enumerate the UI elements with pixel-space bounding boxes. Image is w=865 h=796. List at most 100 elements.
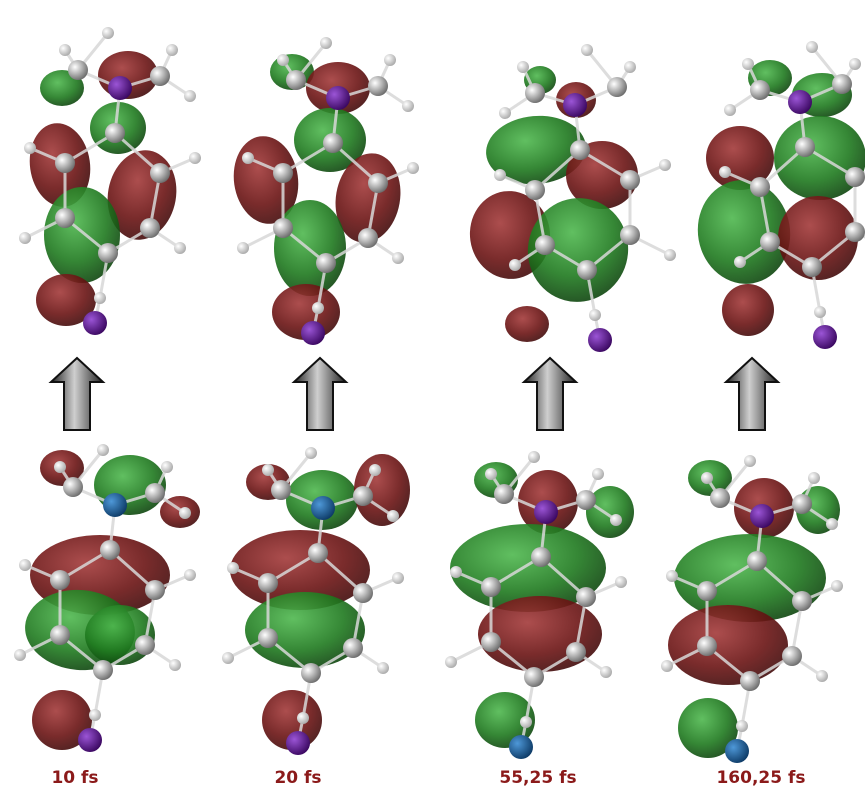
heavy-atom	[588, 328, 612, 352]
heavy-atom	[83, 311, 107, 335]
carbon-atom	[273, 163, 293, 183]
carbon-atom	[576, 587, 596, 607]
carbon-atom	[792, 494, 812, 514]
bond	[540, 555, 587, 599]
up-arrow-2	[291, 356, 349, 431]
hydrogen-atom	[499, 107, 511, 119]
hydrogen-atom	[402, 100, 414, 112]
carbon-atom	[747, 551, 767, 571]
carbon-atom	[524, 667, 544, 687]
green-lobe	[678, 698, 738, 758]
carbon-atom	[792, 591, 812, 611]
carbon-atom	[740, 671, 760, 691]
carbon-atom	[358, 228, 378, 248]
orbital-panel-bottom-4	[661, 455, 843, 763]
carbon-atom	[308, 543, 328, 563]
green-lobe	[44, 187, 120, 283]
hydrogen-atom	[222, 652, 234, 664]
hydrogen-atom	[54, 461, 66, 473]
green-lobe	[774, 116, 865, 200]
red-lobe	[354, 454, 410, 526]
carbon-atom	[531, 547, 551, 567]
carbon-atom	[271, 480, 291, 500]
carbon-atom	[135, 635, 155, 655]
hydrogen-atom	[179, 507, 191, 519]
hydrogen-atom	[320, 37, 332, 49]
hydrogen-atom	[297, 712, 309, 724]
hydrogen-atom	[724, 104, 736, 116]
carbon-atom	[607, 77, 627, 97]
carbon-atom	[273, 218, 293, 238]
heavy-atom	[78, 728, 102, 752]
carbon-atom	[55, 208, 75, 228]
hydrogen-atom	[277, 54, 289, 66]
red-lobe	[668, 605, 788, 685]
carbon-atom	[782, 646, 802, 666]
bond	[332, 141, 379, 185]
hydrogen-atom	[610, 514, 622, 526]
up-arrow-1	[48, 356, 106, 431]
orbital-panel-top-3	[469, 44, 676, 352]
hydrogen-atom	[89, 709, 101, 721]
carbon-atom	[481, 632, 501, 652]
red-lobe	[722, 284, 774, 336]
hydrogen-atom	[808, 472, 820, 484]
bond	[756, 559, 803, 603]
bond	[109, 548, 156, 592]
carbon-atom	[145, 483, 165, 503]
carbon-atom	[481, 577, 501, 597]
green-lobe	[245, 592, 365, 668]
carbon-atom	[697, 581, 717, 601]
hydrogen-atom	[615, 576, 627, 588]
green-lobe	[674, 534, 826, 622]
orbital-panel-bottom-1	[14, 444, 200, 752]
carbon-atom	[286, 70, 306, 90]
hydrogen-atom	[387, 510, 399, 522]
carbon-atom	[353, 583, 373, 603]
hydrogen-atom	[592, 468, 604, 480]
carbon-atom	[301, 663, 321, 683]
heavy-atom	[108, 76, 132, 100]
carbon-atom	[140, 218, 160, 238]
up-arrow-4	[723, 356, 781, 431]
heavy-atom	[103, 493, 127, 517]
carbon-atom	[525, 83, 545, 103]
carbon-atom	[105, 123, 125, 143]
up-arrow-3	[521, 356, 579, 431]
green-lobe	[85, 605, 155, 665]
time-label-2: 20 fs	[274, 768, 322, 788]
hydrogen-atom	[14, 649, 26, 661]
hydrogen-atom	[19, 232, 31, 244]
hydrogen-atom	[227, 562, 239, 574]
hydrogen-atom	[161, 461, 173, 473]
orbital-panel-bottom-3	[445, 451, 634, 759]
carbon-atom	[750, 177, 770, 197]
hydrogen-atom	[826, 518, 838, 530]
hydrogen-atom	[24, 142, 36, 154]
hydrogen-atom	[166, 44, 178, 56]
hydrogen-atom	[377, 662, 389, 674]
carbon-atom	[577, 260, 597, 280]
red-lobe	[262, 690, 322, 750]
carbon-atom	[150, 163, 170, 183]
hydrogen-atom	[814, 306, 826, 318]
hydrogen-atom	[102, 27, 114, 39]
bond	[759, 145, 806, 189]
heavy-atom	[813, 325, 837, 349]
red-lobe	[272, 284, 340, 340]
carbon-atom	[258, 628, 278, 648]
carbon-atom	[353, 486, 373, 506]
heavy-atom	[750, 504, 774, 528]
orbital-panel-top-1	[19, 27, 201, 335]
time-label-3: 55,25 fs	[499, 768, 577, 788]
hydrogen-atom	[384, 54, 396, 66]
carbon-atom	[525, 180, 545, 200]
hydrogen-atom	[369, 464, 381, 476]
carbon-atom	[760, 232, 780, 252]
hydrogen-atom	[581, 44, 593, 56]
hydrogen-atom	[736, 720, 748, 732]
carbon-atom	[845, 222, 865, 242]
carbon-atom	[145, 580, 165, 600]
green-lobe	[697, 180, 791, 284]
carbon-atom	[50, 570, 70, 590]
